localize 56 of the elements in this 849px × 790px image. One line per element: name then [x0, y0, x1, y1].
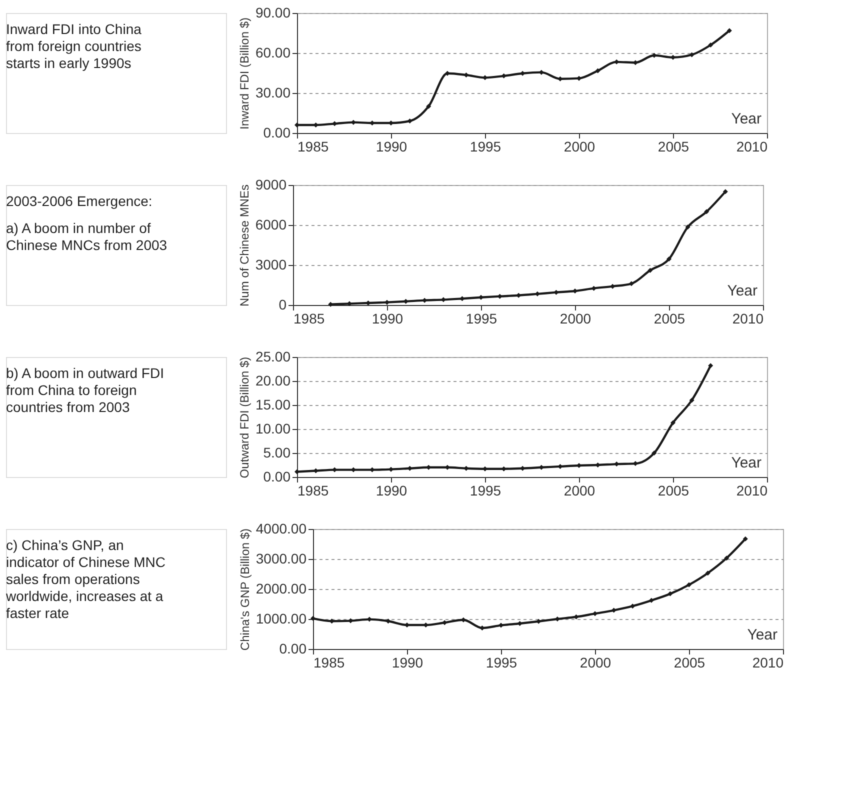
text: c) China’s GNP, an indicator of Chinese MNC sales from operations worldwide, increases at a faster rate — [5, 537, 166, 621]
x-tick-label: 1990 — [372, 310, 404, 326]
x-tick-label: 2005 — [674, 654, 706, 670]
y-axis-title: Num of Chinese MNEs — [237, 184, 252, 307]
x-tick-label: 1990 — [376, 482, 408, 498]
text: Inward FDI into China from foreign countries starts in early 1990s — [6, 21, 142, 71]
x-tick-label: 1995 — [470, 138, 502, 154]
x-tick-label: 1990 — [392, 654, 424, 670]
x-tick-label: 2000 — [580, 654, 612, 670]
text: 2003-2006 Emergence: — [6, 193, 152, 209]
x-tick-label: 2000 — [560, 310, 592, 326]
y-tick-label: 60.00 — [255, 44, 291, 60]
y-tick-label: 0.00 — [263, 124, 291, 140]
x-tick-label: 2000 — [564, 482, 596, 498]
x-tick-label: 1995 — [486, 654, 518, 670]
y-tick-label: 20.00 — [255, 372, 291, 388]
text: a) A boom in number of Chinese MNCs from 2003 — [6, 220, 168, 253]
y-tick-label: 4000.00 — [256, 520, 307, 536]
y-tick-label: 30.00 — [255, 84, 291, 100]
y-tick-label: 9000 — [255, 176, 287, 192]
text: b) A boom in outward FDI from China to foreign countries from 2003 — [6, 365, 164, 415]
x-axis-title: Year — [731, 110, 762, 128]
x-axis-title: Year — [747, 626, 778, 644]
y-axis-title: Inward FDI (Billion $) — [237, 17, 252, 130]
x-tick-label: 1995 — [470, 482, 502, 498]
y-tick-label: 15.00 — [255, 396, 291, 412]
y-tick-label: 90.00 — [255, 4, 291, 20]
y-tick-label: 10.00 — [255, 420, 291, 436]
y-tick-label: 2000.00 — [256, 580, 307, 596]
x-tick-label: 2000 — [564, 138, 596, 154]
x-tick-label: 2010 — [752, 654, 784, 670]
y-tick-label: 0 — [278, 296, 287, 312]
x-axis-title: Year — [727, 282, 758, 300]
y-axis-title: Outward FDI (Billion $) — [237, 356, 252, 478]
y-tick-label: 0.00 — [263, 468, 291, 484]
y-tick-label: 25.00 — [255, 348, 291, 364]
x-tick-label: 1990 — [376, 138, 408, 154]
x-tick-label: 2005 — [654, 310, 686, 326]
x-tick-label: 2010 — [736, 482, 768, 498]
y-tick-label: 3000 — [255, 256, 287, 272]
y-tick-label: 3000.00 — [256, 550, 307, 566]
x-tick-label: 1995 — [466, 310, 498, 326]
y-tick-label: 1000.00 — [256, 610, 307, 626]
x-tick-label: 1985 — [298, 138, 329, 154]
y-tick-label: 6000 — [255, 216, 287, 232]
y-axis-title: China's GNP (Billion $) — [238, 528, 252, 651]
x-tick-label: 2010 — [736, 138, 768, 154]
x-tick-label: 2005 — [658, 138, 690, 154]
y-tick-label: 5.00 — [263, 444, 291, 460]
x-tick-label: 2010 — [732, 310, 764, 326]
x-tick-label: 1985 — [298, 482, 329, 498]
x-tick-label: 2005 — [658, 482, 690, 498]
x-axis-title: Year — [731, 454, 762, 472]
x-tick-label: 1985 — [294, 310, 325, 326]
y-tick-label: 0.00 — [279, 640, 307, 656]
x-tick-label: 1985 — [314, 654, 345, 670]
